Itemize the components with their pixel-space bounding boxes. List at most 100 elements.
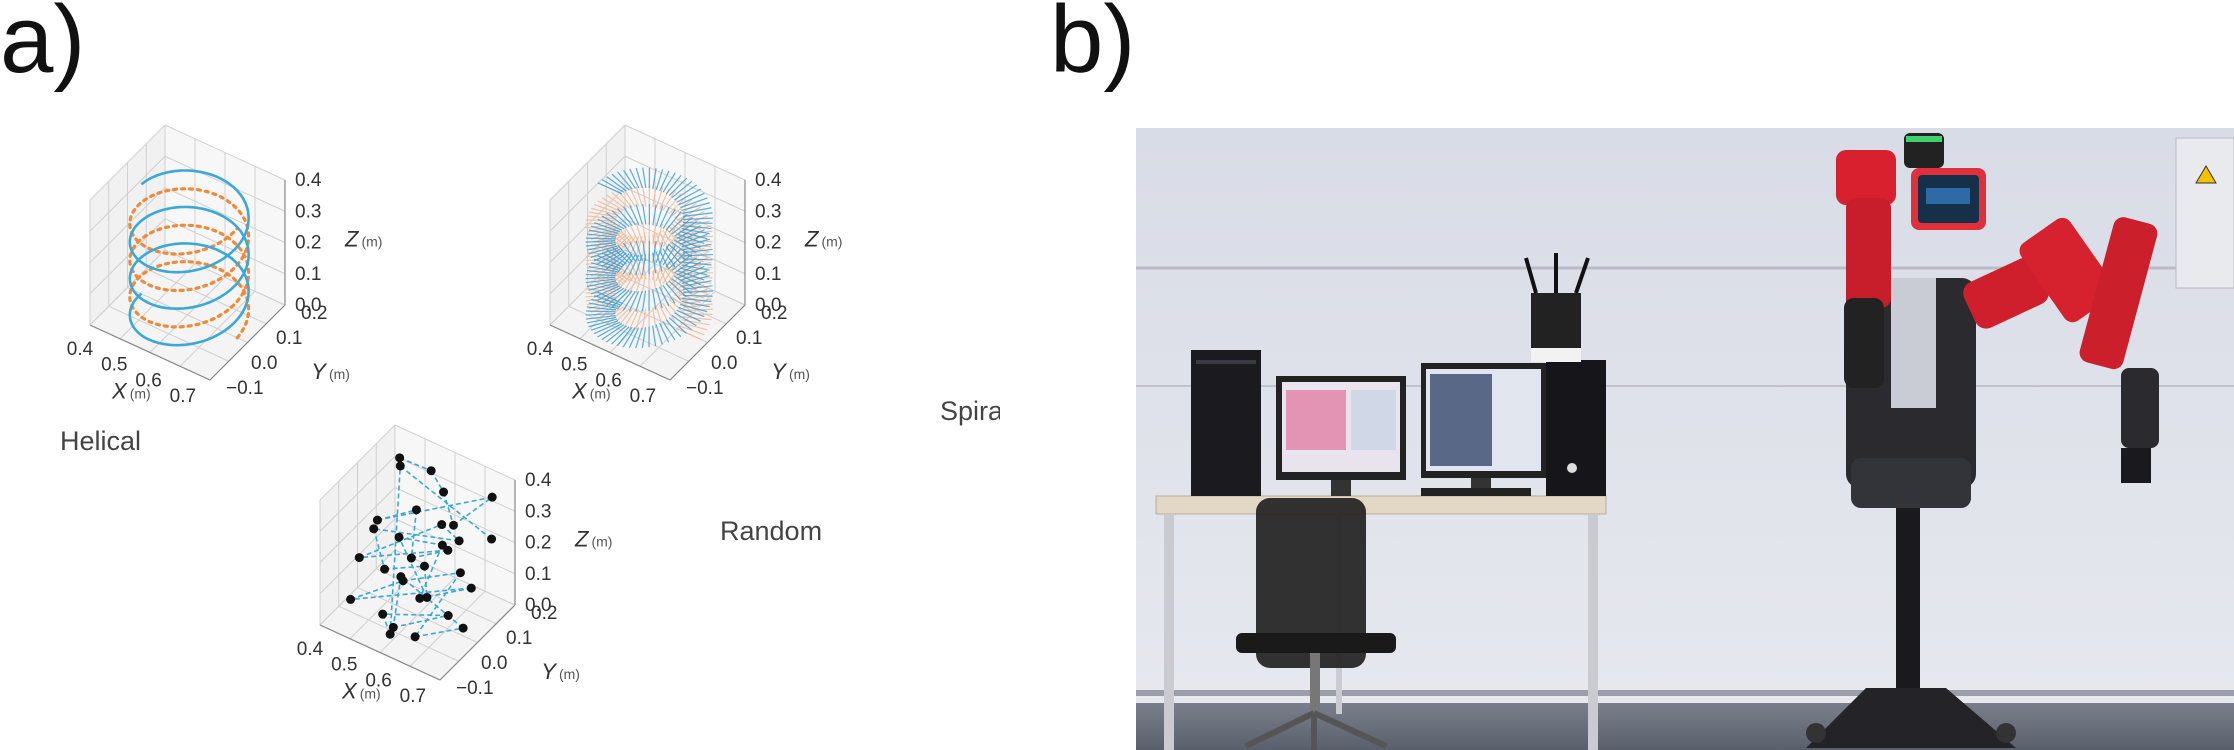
- spiral-band-segment: [676, 327, 701, 340]
- spiral-band-segment: [611, 289, 630, 309]
- spiral-band-segment: [585, 310, 616, 313]
- random-point: [439, 487, 449, 497]
- random-point: [449, 520, 458, 530]
- spiral-band-segment: [652, 289, 657, 310]
- spiral-band-segment: [585, 240, 616, 243]
- spiral-band-segment: [623, 169, 637, 189]
- spiral-band-segment: [652, 234, 657, 256]
- spiral-band-segment: [678, 210, 705, 224]
- spiral-band-segment: [586, 269, 617, 275]
- spiral-band-segment: [682, 285, 713, 290]
- spiral-band-segment: [628, 272, 640, 294]
- spiral-band-segment: [652, 325, 657, 347]
- spiral-band-segment: [617, 171, 633, 190]
- spiral-band-segment: [676, 309, 701, 322]
- random-path-segment: [398, 536, 428, 598]
- grid-line: [357, 587, 478, 643]
- grid-line: [549, 124, 626, 201]
- spiral-band-segment: [642, 185, 647, 207]
- random-point: [458, 623, 468, 633]
- spiral-band-segment: [662, 172, 676, 193]
- y-axis-line: [209, 304, 286, 381]
- random-path-segment: [399, 465, 493, 540]
- spiral-band-segment: [628, 254, 640, 276]
- spiral-band-segment: [652, 204, 657, 226]
- spiral-band-segment: [652, 270, 657, 292]
- spiral-band-segment: [617, 208, 633, 227]
- x-axis-label: X (m): [111, 378, 151, 403]
- spiral-band-segment: [635, 309, 643, 331]
- grid-line: [164, 187, 286, 243]
- x-axis-line: [319, 624, 441, 681]
- spiral-band-segment: [590, 283, 619, 295]
- spiral-band-segment: [668, 317, 687, 334]
- random-point: [422, 592, 432, 602]
- z-tick-label: 0.3: [755, 201, 781, 222]
- spiral-band-segment: [676, 206, 702, 221]
- spiral-band-segment: [590, 301, 619, 313]
- spiral-band-segment: [616, 326, 633, 347]
- panel-label-a: a): [0, 0, 86, 93]
- spiral-band-segment: [606, 212, 627, 229]
- spiral-band-segment: [635, 236, 643, 258]
- spiral-band-segment: [683, 253, 713, 257]
- random-point: [369, 524, 379, 534]
- random-point: [378, 609, 388, 619]
- spiral-band-segment: [588, 245, 618, 255]
- spiral-band-segment: [652, 168, 657, 189]
- random-point: [388, 622, 398, 632]
- z-tick-label: 0.3: [525, 501, 551, 522]
- grid-line: [394, 487, 516, 543]
- z-tick-label: 0.0: [295, 295, 321, 316]
- grid-line: [624, 187, 746, 243]
- robot-arm-left: [1836, 150, 1896, 205]
- spiral-band-segment: [601, 287, 625, 304]
- x-tick-label: 0.4: [527, 339, 554, 360]
- spiral-band-segment: [611, 253, 630, 272]
- spiral-band-segment: [678, 233, 705, 245]
- spiral-band-segment: [678, 306, 705, 318]
- grid-line: [376, 568, 497, 625]
- spiral-band-segment: [590, 320, 619, 331]
- spiral-band-segment: [652, 186, 657, 208]
- spiral-band-segment: [597, 286, 622, 301]
- random-path-segment: [382, 613, 449, 617]
- spiral-band-segment: [593, 203, 621, 215]
- spiral-band-segment: [676, 273, 701, 286]
- random-point: [437, 540, 447, 550]
- z-tick-label: 0.4: [755, 170, 782, 191]
- z-tick-label: 0.1: [525, 564, 551, 585]
- y-tick-label: 0.1: [506, 628, 532, 649]
- random-point: [395, 461, 405, 471]
- panel-label-b: b): [1050, 0, 1136, 93]
- spiral-band-segment: [662, 190, 676, 211]
- spiral-band-segment: [616, 290, 633, 310]
- spiral-band-segment: [682, 221, 713, 224]
- spiral-band-segment: [674, 239, 697, 254]
- z-axis-label: Z (m): [804, 227, 842, 252]
- spiral-band-segment: [674, 184, 697, 201]
- spiral-band-segment: [622, 188, 636, 208]
- spiral-band-segment: [588, 318, 618, 328]
- spiral-band-segment: [676, 188, 702, 203]
- random-path-segment: [373, 527, 460, 542]
- spiral-band-segment: [628, 291, 640, 312]
- z-tick-label: 0.2: [525, 533, 551, 554]
- y-tick-label: 0.1: [276, 328, 302, 349]
- spiral-band-segment: [671, 278, 693, 294]
- spiral-band-segment: [674, 275, 697, 290]
- spiral-band-segment: [678, 192, 705, 206]
- spiral-band-segment: [586, 306, 617, 311]
- spiral-band-segment: [680, 233, 708, 245]
- spiral-band-segment: [676, 236, 701, 249]
- spiral-band-segment: [668, 244, 687, 261]
- spiral-band-segment: [629, 168, 640, 189]
- random-path-segment: [402, 571, 461, 582]
- y-tick-label: 0.2: [301, 303, 327, 324]
- spiral-band-segment: [681, 246, 710, 253]
- spiral-band-segment: [601, 251, 625, 268]
- random-point: [396, 572, 406, 582]
- spiral-band-segment: [642, 203, 647, 225]
- grid-line: [164, 155, 286, 212]
- spiral-band-segment: [590, 229, 619, 240]
